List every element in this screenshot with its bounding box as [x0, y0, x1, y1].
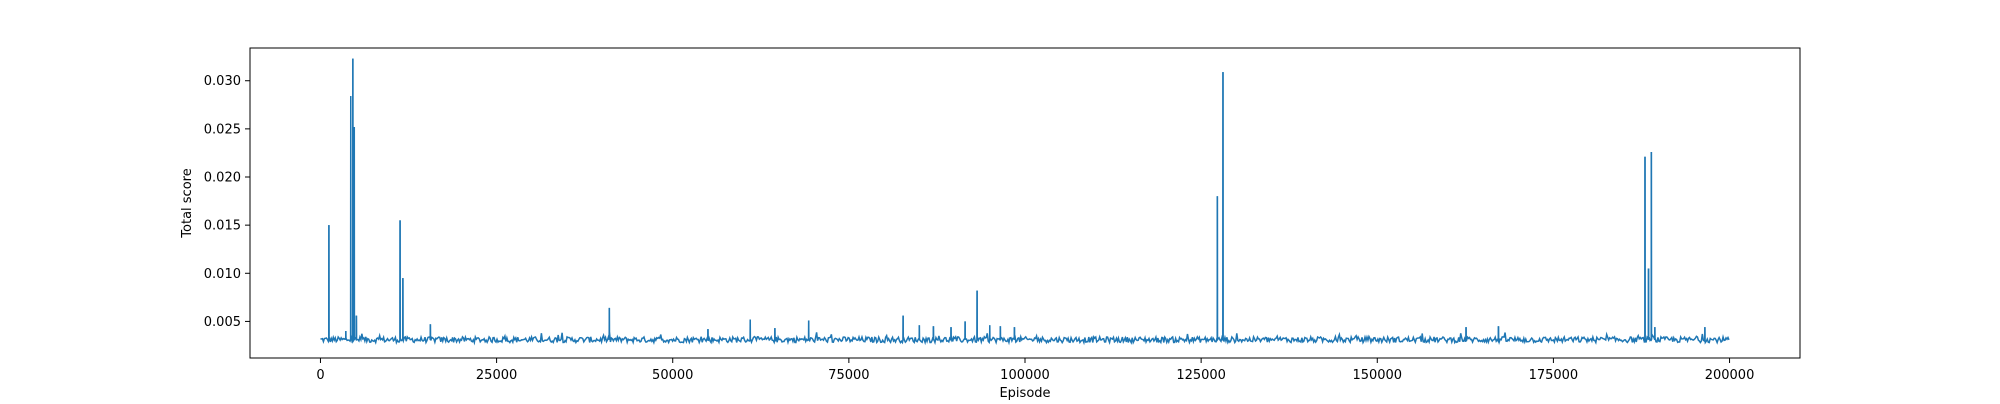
y-tick-label: 0.025 — [204, 122, 241, 137]
x-tick-label: 125000 — [1176, 368, 1226, 383]
x-tick-label: 0 — [316, 368, 324, 383]
x-tick-label: 25000 — [476, 368, 517, 383]
x-axis-ticks: 0 25000 50000 75000 100000 125000 150000 175000… — [316, 358, 1754, 383]
x-tick-label: 175000 — [1529, 368, 1579, 383]
y-axis-label: Total score — [180, 168, 195, 238]
x-tick-label: 200000 — [1705, 368, 1755, 383]
y-tick-label: 0.015 — [204, 219, 241, 234]
y-tick-label: 0.030 — [204, 74, 241, 89]
y-axis-ticks: 0.005 0.010 0.015 0.020 0.025 0.030 — [204, 74, 250, 330]
x-tick-label: 50000 — [652, 368, 693, 383]
plot-area — [320, 58, 1730, 346]
y-tick-label: 0.010 — [204, 267, 241, 282]
x-axis-label: Episode — [999, 386, 1050, 400]
x-tick-label: 150000 — [1352, 368, 1402, 383]
y-tick-label: 0.020 — [204, 171, 241, 186]
x-tick-label: 75000 — [828, 368, 869, 383]
x-tick-label: 100000 — [1000, 368, 1050, 383]
y-tick-label: 0.005 — [204, 315, 241, 330]
series-line — [320, 58, 1730, 346]
